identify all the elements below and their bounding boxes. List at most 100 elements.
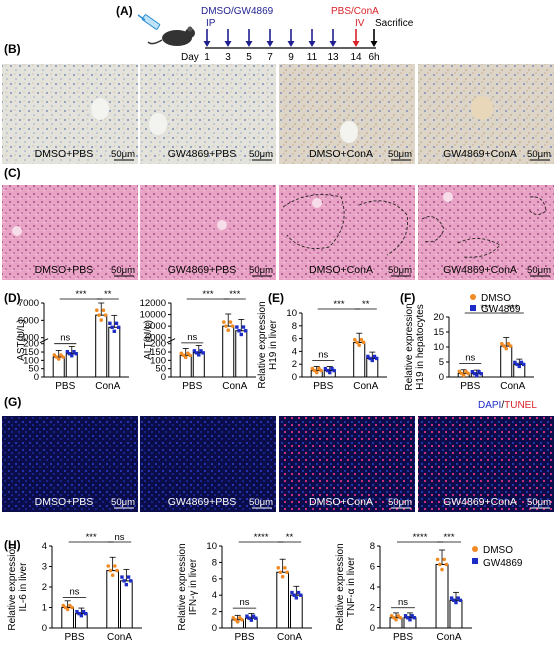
panel-label-e: (E) xyxy=(268,291,284,305)
chart-F-point-ConA-DMSO-1 xyxy=(502,344,506,348)
chart-H2-bar-ConA-DMSO xyxy=(276,571,289,629)
ihc-scale-1: 50μm xyxy=(111,149,135,160)
mouse-icon xyxy=(147,26,195,46)
chart-E: Relative expression H19 in liver 0 2 46 8 10 PB… xyxy=(257,299,387,392)
chart-E-ytick-label-3: 6 xyxy=(292,334,297,345)
day-label: Day xyxy=(181,52,199,63)
chart-E-sig-cona: ** xyxy=(362,299,370,310)
chart-H2-ytick-label-0: 0 xyxy=(212,623,217,634)
chart-D1-point-ConA-GW4869-0 xyxy=(108,321,112,326)
chart-H3-point-PBS-DMSO-2 xyxy=(394,617,398,622)
legend-gw-swatch xyxy=(470,305,476,311)
chart-D1-xlabel-ConA: ConA xyxy=(95,381,120,392)
chart-H2-point-ConA-GW4869-1 xyxy=(292,593,296,597)
chart-E-point-ConA-GW4869-2 xyxy=(370,358,374,363)
chart-H3-ytick-label-3: 6 xyxy=(370,562,375,573)
timeline-arrowhead-7 xyxy=(266,41,274,47)
chart-H3-point-ConA-GW4869-0 xyxy=(449,596,454,600)
panel-label-c: (C) xyxy=(4,166,21,180)
chart-F-sig-pbs: ns xyxy=(465,352,475,363)
chart-E-sig-across: *** xyxy=(333,299,344,310)
tunel-image-1 xyxy=(2,416,138,512)
chart-D1-point-PBS-GW4869-2 xyxy=(70,353,74,358)
chart-E-ytick-label-1: 2 xyxy=(292,359,297,370)
chart-H3: Relative expression TNF-α in liver 0 2 4 6 8 PB… xyxy=(335,532,472,643)
chart-H3-xlabel-ConA: ConA xyxy=(436,632,461,643)
he-image-2 xyxy=(140,185,276,280)
chart-F-point-ConA-DMSO-4 xyxy=(508,344,513,348)
chart-F-ylabel-2: H19 in hepatocytes xyxy=(415,304,426,390)
chart-F-ytick-label-2: 10 xyxy=(433,342,444,353)
chart-E-ylabel-1: Relative expression xyxy=(257,301,268,388)
legend-dmso-label: DMSO xyxy=(481,293,511,304)
chart-D1-point-ConA-DMSO-0 xyxy=(95,308,99,312)
chart-D2-point-PBS-DMSO-2 xyxy=(183,355,188,360)
chart-F-point-PBS-DMSO-4 xyxy=(466,371,470,376)
lesion-outline-3-1 xyxy=(282,194,345,249)
chart-H2-ytick-label-2: 4 xyxy=(212,590,217,601)
he-image-1 xyxy=(2,185,138,280)
chart-E-xlabel-ConA: ConA xyxy=(353,381,378,392)
chart-H3-sig-cona: *** xyxy=(443,532,454,543)
chart-E-sig-pbs: ns xyxy=(318,350,328,361)
challenge-label: PBS/ConA xyxy=(331,6,379,17)
chart-H2-ylabel-1: Relative expression xyxy=(177,543,188,630)
chart-D1-ytick-label-4: 200 xyxy=(23,339,39,350)
chart-F-point-ConA-GW4869-2 xyxy=(517,364,521,369)
chart-D2-point-ConA-DMSO-3 xyxy=(228,320,233,324)
chart-H1-point-PBS-GW4869-0 xyxy=(75,609,79,614)
chart-D2-ytick-label-3: 150 xyxy=(150,347,166,358)
he-image-4 xyxy=(418,185,554,280)
chart-D1-ytick-label-5: 5000 xyxy=(18,333,39,344)
timeline-day-11: 11 xyxy=(307,52,318,63)
legend-gw-label: GW4869 xyxy=(481,304,521,315)
chart-F-point-ConA-GW4869-1 xyxy=(515,362,519,367)
panel-label-d: (D) xyxy=(4,291,21,305)
timeline-arrowhead-6h xyxy=(370,41,378,47)
chart-D1-point-ConA-GW4869-4 xyxy=(116,325,121,329)
chart-H1-xlabel-ConA: ConA xyxy=(107,632,132,643)
chart-H1-sig-across: *** xyxy=(86,532,97,543)
he-caption-3: DMSO+ConA xyxy=(309,264,373,276)
timeline-arrowhead-11 xyxy=(308,41,316,47)
chart-F-point-ConA-DMSO-3 xyxy=(506,341,511,346)
chart-H2-sig-pbs: ns xyxy=(239,597,249,608)
chart-H3-ytick-label-0: 0 xyxy=(370,623,375,634)
chart-E-point-ConA-DMSO-2 xyxy=(357,343,362,348)
chart-F-xlabel-PBS: PBS xyxy=(460,381,480,392)
chart-H1-point-PBS-GW4869-2 xyxy=(79,613,84,618)
chart-F-sig-across: *** xyxy=(480,303,491,314)
chart-H1-sig-cona: ns xyxy=(114,532,124,543)
ihc-caption-3: DMSO+ConA xyxy=(309,148,373,160)
chart-D2-ytick-label-0: 0 xyxy=(161,372,166,383)
chart-D1-point-PBS-DMSO-2 xyxy=(56,357,61,361)
chart-H2-point-ConA-GW4869-3 xyxy=(296,590,301,595)
chart-H2-point-ConA-DMSO-3 xyxy=(283,565,287,570)
chart-D1-point-ConA-GW4869-1 xyxy=(110,325,114,329)
chart-D1-point-PBS-DMSO-4 xyxy=(61,355,65,359)
timeline-day-3: 3 xyxy=(225,52,231,63)
chart-D1-point-ConA-DMSO-4 xyxy=(103,313,108,317)
chart-D1-point-PBS-GW4869-1 xyxy=(67,351,72,356)
chart-E-ylabel-2: H19 in liver xyxy=(268,319,279,370)
chart-D2-ytick-label-1: 50 xyxy=(155,364,166,375)
chart-H1-point-ConA-GW4869-0 xyxy=(120,575,124,579)
chart-H2-ytick-label-1: 2 xyxy=(212,607,217,618)
vessel-ihc-1 xyxy=(91,98,109,120)
chart-F: Relative expression H19 in hepatocytes 0 5 1… xyxy=(404,303,534,392)
chart-H3-ytick-label-4: 8 xyxy=(370,541,375,552)
chart-E-point-PBS-GW4869-1 xyxy=(325,368,330,373)
chart-D2-point-ConA-GW4869-1 xyxy=(237,329,241,333)
ihc-image-row: DMSO+PBS 50μm GW4869+PBS 50μm DMSO+ConA 50μm G… xyxy=(2,64,554,164)
chart-D2-sig-pbs: ns xyxy=(187,332,197,343)
chart-H3-point-ConA-GW4869-4 xyxy=(458,598,463,603)
chart-H3-bar-ConA-DMSO xyxy=(435,563,449,629)
chart-H3-point-ConA-GW4869-1 xyxy=(452,598,456,603)
chart-D2-point-PBS-GW4869-2 xyxy=(197,353,201,357)
chart-H2-point-PBS-DMSO-4 xyxy=(240,618,244,622)
panel-label-f: (F) xyxy=(400,291,415,305)
vessel-ihc-4 xyxy=(471,96,493,120)
he-caption-1: DMSO+PBS xyxy=(35,264,94,276)
chart-H2-point-PBS-GW4869-0 xyxy=(245,614,249,618)
